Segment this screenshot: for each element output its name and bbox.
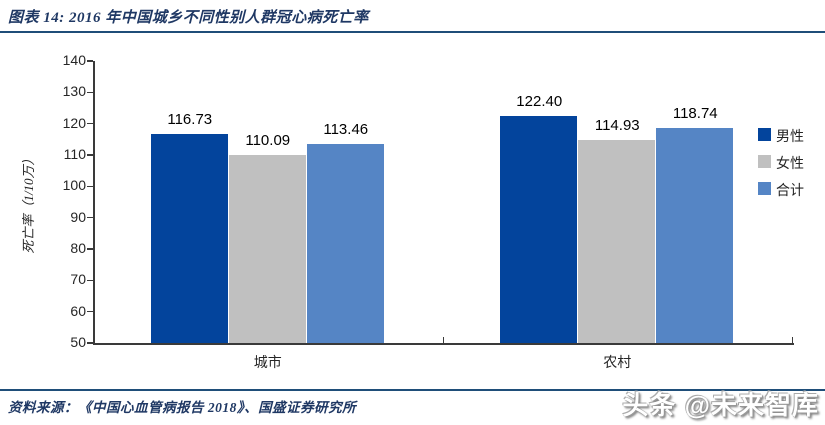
y-tick-mark xyxy=(87,216,93,219)
legend-item-female: 女性 xyxy=(758,153,820,171)
bar-total-rural xyxy=(656,127,734,343)
y-tick-label: 60 xyxy=(70,302,86,319)
header-divider xyxy=(0,31,825,33)
y-tick-mark xyxy=(87,342,93,344)
legend-label-male: 男性 xyxy=(776,128,804,144)
legend-swatch-female xyxy=(758,155,771,168)
bar-value-label: 114.93 xyxy=(594,116,640,134)
y-tick-label: 120 xyxy=(62,114,86,131)
bar-female-urban xyxy=(228,154,306,343)
y-tick-mark xyxy=(87,91,93,94)
watermark: 头条 @未来智库 xyxy=(622,390,819,420)
x-tick-mark xyxy=(442,337,444,343)
legend-label-total: 合计 xyxy=(776,182,804,198)
bar-value-label: 118.74 xyxy=(672,104,718,122)
bar-total-urban xyxy=(306,144,384,343)
legend-swatch-total xyxy=(758,182,771,195)
legend-item-total: 合计 xyxy=(758,180,820,198)
y-tick-label: 50 xyxy=(70,334,86,350)
y-tick-mark xyxy=(87,279,93,282)
y-tick-label: 140 xyxy=(62,52,86,68)
bar-value-label: 122.40 xyxy=(516,93,563,111)
y-tick-label: 90 xyxy=(70,208,86,225)
bar-value-label: 110.09 xyxy=(245,131,291,149)
x-axis-line xyxy=(93,343,794,345)
source-note: 资料来源：《中国心血管病报告 2018》、国盛证券研究所 xyxy=(8,400,357,415)
legend-swatch-male xyxy=(758,128,771,141)
y-tick-mark xyxy=(87,310,93,313)
legend-label-female: 女性 xyxy=(776,155,804,171)
y-tick-label: 80 xyxy=(70,240,86,256)
y-tick-label: 110 xyxy=(63,146,86,162)
y-tick-mark xyxy=(87,122,93,125)
y-tick-mark xyxy=(87,154,93,156)
y-tick-mark xyxy=(87,60,93,62)
x-category-label: 城市 xyxy=(253,354,282,370)
y-tick-label: 70 xyxy=(70,271,86,288)
y-tick-mark xyxy=(87,185,93,188)
bar-female-rural xyxy=(578,139,656,343)
bar-male-rural xyxy=(500,116,578,343)
y-axis-title: 死亡率（1/10万） xyxy=(21,152,36,254)
y-axis-line xyxy=(93,61,95,343)
footer-divider xyxy=(0,389,825,391)
y-tick-label: 100 xyxy=(62,177,86,194)
y-tick-mark xyxy=(87,248,93,250)
bar-value-label: 113.46 xyxy=(323,121,369,139)
legend-item-male: 男性 xyxy=(758,126,820,144)
x-tick-mark xyxy=(792,337,794,343)
y-tick-label: 130 xyxy=(62,83,86,100)
bar-value-label: 116.73 xyxy=(167,110,213,128)
bar-male-urban xyxy=(150,133,228,343)
chart-title: 图表 14: 2016 年中国城乡不同性别人群冠心病死亡率 xyxy=(8,10,369,26)
x-category-label: 农村 xyxy=(603,354,632,370)
